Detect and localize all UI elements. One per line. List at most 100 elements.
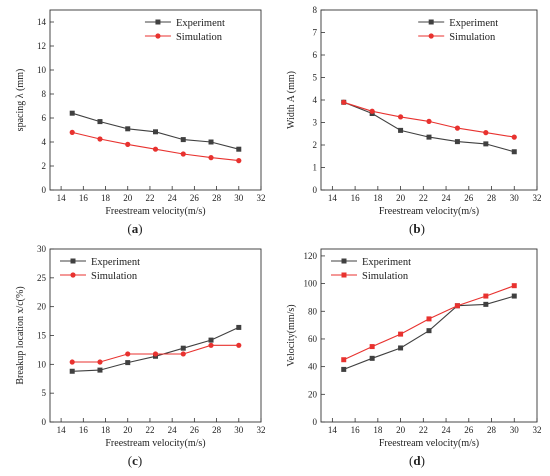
y-tick-label: 6 bbox=[42, 113, 47, 123]
x-tick-label: 20 bbox=[123, 425, 133, 435]
data-point bbox=[369, 355, 375, 361]
data-point bbox=[180, 351, 186, 357]
chart-panel-c: 14 16 18 20 22 24 26 28 30 32 0 5 10 15 20 25 30 Freestre… bbox=[15, 244, 266, 468]
x-tick-label: 30 bbox=[510, 425, 520, 435]
data-point bbox=[426, 316, 432, 322]
data-point bbox=[369, 344, 375, 350]
panel-label: (c) bbox=[128, 453, 142, 468]
y-tick-label: 6 bbox=[313, 50, 318, 60]
data-point bbox=[236, 342, 242, 348]
y-tick-label: 1 bbox=[313, 163, 318, 173]
x-tick-label: 14 bbox=[328, 193, 338, 203]
series-experiment bbox=[341, 99, 517, 155]
data-point bbox=[483, 141, 489, 147]
x-tick-label: 14 bbox=[57, 193, 67, 203]
legend-swatch-marker bbox=[341, 272, 347, 278]
data-point bbox=[125, 351, 131, 357]
x-tick-label: 30 bbox=[234, 425, 244, 435]
y-axis-label: Breakup location x/c(%) bbox=[15, 286, 26, 384]
data-point bbox=[180, 137, 186, 143]
data-point bbox=[69, 359, 75, 365]
panel-label: (a) bbox=[127, 221, 142, 236]
x-tick-label: 16 bbox=[79, 425, 89, 435]
legend: Experiment Simulation bbox=[144, 18, 225, 43]
x-axis-label: Freestream velocity(m/s) bbox=[105, 438, 205, 449]
data-point bbox=[208, 342, 214, 348]
legend-entry: Experiment bbox=[362, 257, 411, 268]
panel-label: (b) bbox=[409, 221, 425, 236]
y-tick-label: 7 bbox=[313, 28, 318, 38]
series-line bbox=[343, 285, 515, 361]
y-tick-label: 0 bbox=[42, 417, 47, 427]
data-point bbox=[97, 119, 103, 125]
x-tick-label: 24 bbox=[442, 193, 452, 203]
series-simulation bbox=[341, 283, 517, 363]
data-point bbox=[398, 345, 404, 351]
x-tick-label: 16 bbox=[351, 425, 361, 435]
series-experiment bbox=[341, 293, 517, 372]
legend-swatch-marker bbox=[428, 33, 434, 39]
legend-swatch-marker bbox=[155, 19, 161, 25]
y-tick-label: 40 bbox=[308, 362, 318, 372]
x-tick-label: 32 bbox=[533, 193, 542, 203]
y-tick-label: 20 bbox=[37, 302, 47, 312]
series-experiment bbox=[69, 110, 242, 152]
y-tick-label: 2 bbox=[42, 161, 47, 171]
data-point bbox=[454, 139, 460, 145]
legend: Experiment Simulation bbox=[60, 257, 140, 282]
data-point bbox=[69, 129, 75, 135]
x-tick-label: 28 bbox=[487, 193, 497, 203]
data-point bbox=[511, 149, 517, 155]
x-tick-label: 20 bbox=[396, 425, 406, 435]
x-tick-label: 26 bbox=[190, 425, 200, 435]
y-tick-label: 15 bbox=[37, 331, 47, 341]
x-tick-label: 28 bbox=[212, 425, 222, 435]
series-simulation bbox=[69, 342, 242, 365]
y-tick-label: 10 bbox=[37, 359, 47, 369]
y-tick-label: 8 bbox=[313, 5, 318, 15]
y-tick-label: 0 bbox=[313, 185, 318, 195]
data-point bbox=[208, 155, 214, 161]
x-tick-label: 24 bbox=[442, 425, 452, 435]
data-point bbox=[398, 127, 404, 133]
series-simulation bbox=[69, 129, 242, 164]
panel-label: (d) bbox=[409, 453, 425, 468]
x-tick-label: 24 bbox=[168, 193, 178, 203]
data-point bbox=[208, 139, 214, 145]
y-axis-label: Width A (mm) bbox=[286, 71, 297, 129]
x-axis-label: Freestream velocity(m/s) bbox=[379, 438, 479, 449]
x-tick-label: 16 bbox=[79, 193, 89, 203]
data-point bbox=[125, 126, 131, 132]
legend-swatch-marker bbox=[70, 272, 76, 278]
y-tick-label: 30 bbox=[37, 244, 47, 254]
x-tick-label: 26 bbox=[190, 193, 200, 203]
x-tick-label: 32 bbox=[257, 193, 266, 203]
y-tick-label: 120 bbox=[304, 251, 318, 261]
y-tick-label: 60 bbox=[308, 334, 318, 344]
legend-entry: Simulation bbox=[176, 32, 223, 43]
data-point bbox=[426, 134, 432, 140]
data-point bbox=[208, 337, 214, 343]
x-axis-label: Freestream velocity(m/s) bbox=[379, 206, 479, 217]
data-point bbox=[125, 360, 131, 366]
x-tick-label: 26 bbox=[464, 193, 474, 203]
data-point bbox=[152, 351, 159, 357]
x-tick-label: 30 bbox=[510, 193, 520, 203]
data-point bbox=[125, 141, 131, 147]
legend-entry: Experiment bbox=[91, 257, 140, 268]
x-tick-label: 28 bbox=[487, 425, 497, 435]
data-point bbox=[236, 158, 242, 164]
data-point bbox=[97, 367, 103, 373]
series-experiment bbox=[69, 324, 242, 374]
series-simulation bbox=[341, 99, 517, 140]
data-point bbox=[236, 146, 242, 152]
data-point bbox=[97, 359, 103, 365]
plot-frame bbox=[49, 9, 262, 191]
legend-swatch-marker bbox=[428, 19, 434, 25]
data-point bbox=[483, 301, 489, 307]
legend-swatch-marker bbox=[155, 33, 161, 39]
x-tick-label: 32 bbox=[257, 425, 266, 435]
y-tick-label: 5 bbox=[42, 388, 47, 398]
y-tick-label: 20 bbox=[308, 389, 318, 399]
